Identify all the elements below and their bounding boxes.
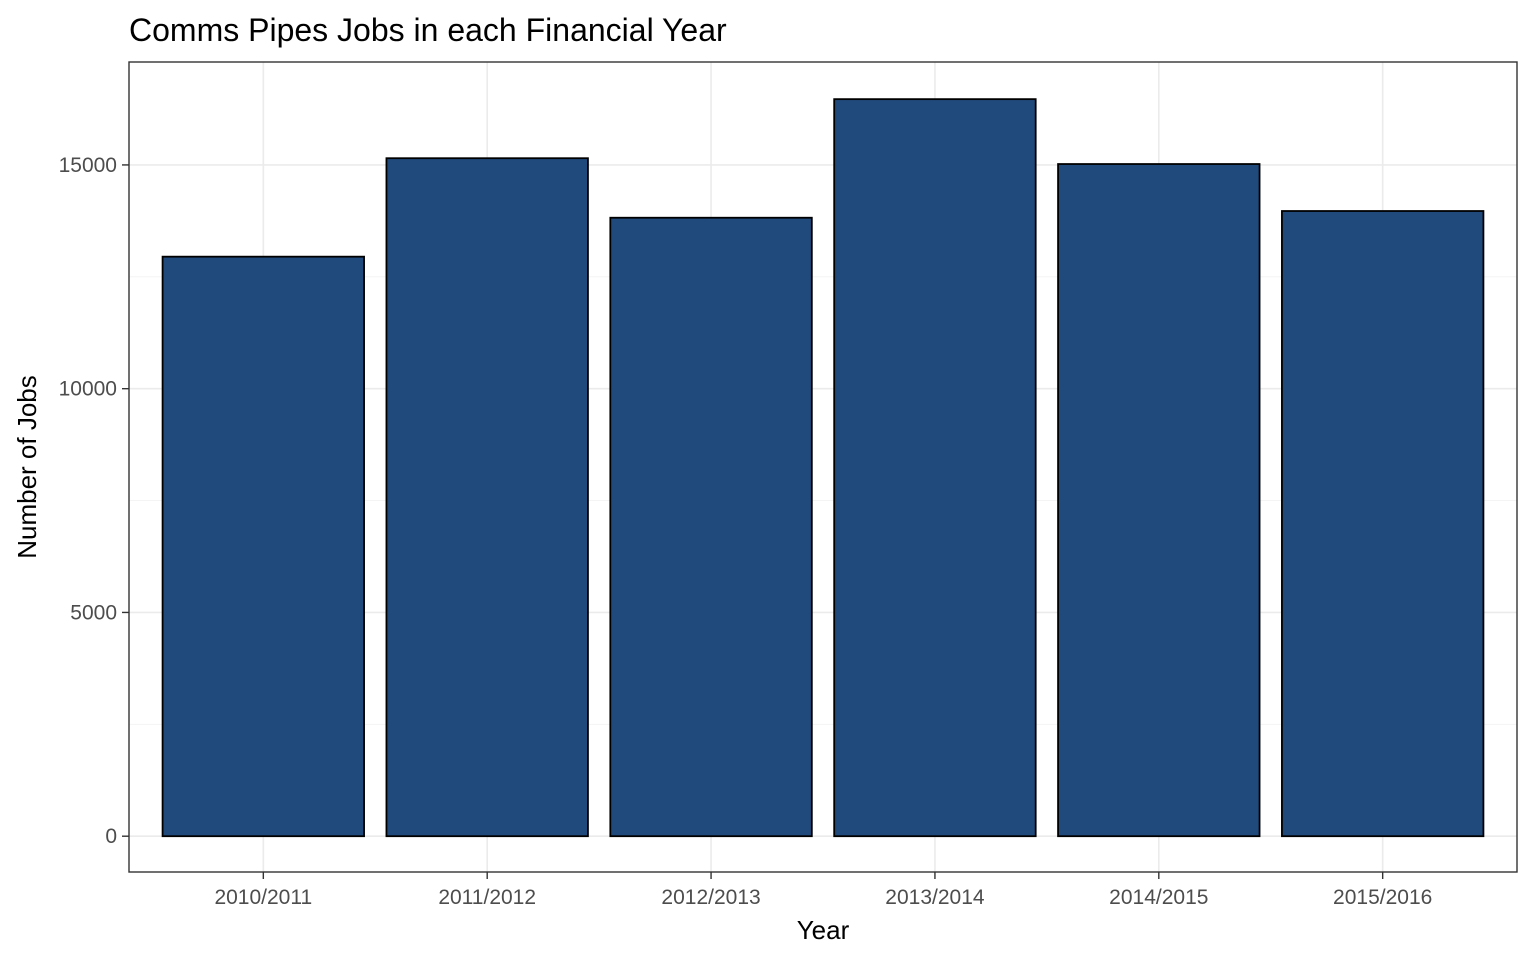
y-axis-title: Number of Jobs bbox=[12, 375, 42, 559]
x-tick-label: 2015/2016 bbox=[1333, 886, 1432, 909]
chart-title: Comms Pipes Jobs in each Financial Year bbox=[129, 12, 727, 48]
bar-2011-2012 bbox=[385, 157, 589, 838]
x-axis-title: Year bbox=[797, 915, 850, 945]
x-tick-label: 2014/2015 bbox=[1109, 886, 1208, 909]
plot-panel-border bbox=[128, 61, 1518, 873]
y-tick-label: 10000 bbox=[59, 378, 117, 401]
bar-2013-2014 bbox=[833, 98, 1037, 838]
axes: 0 5000 10000 15000 2010/2011 2011/2012 2012/20… bbox=[59, 154, 1433, 909]
y-tick-label: 5000 bbox=[70, 601, 117, 624]
bars bbox=[161, 98, 1485, 838]
y-tick-label: 0 bbox=[105, 825, 117, 848]
x-tick-label: 2012/2013 bbox=[661, 886, 760, 909]
y-tick-label: 15000 bbox=[59, 154, 117, 177]
x-tick-label: 2010/2011 bbox=[214, 886, 312, 909]
bar-2014-2015 bbox=[1057, 163, 1261, 838]
x-tick-label: 2013/2014 bbox=[885, 886, 985, 909]
bar-2012-2013 bbox=[609, 216, 813, 838]
bar-2010-2011 bbox=[161, 255, 365, 838]
bar-2015-2016 bbox=[1281, 210, 1485, 838]
x-tick-label: 2011/2012 bbox=[438, 886, 536, 909]
